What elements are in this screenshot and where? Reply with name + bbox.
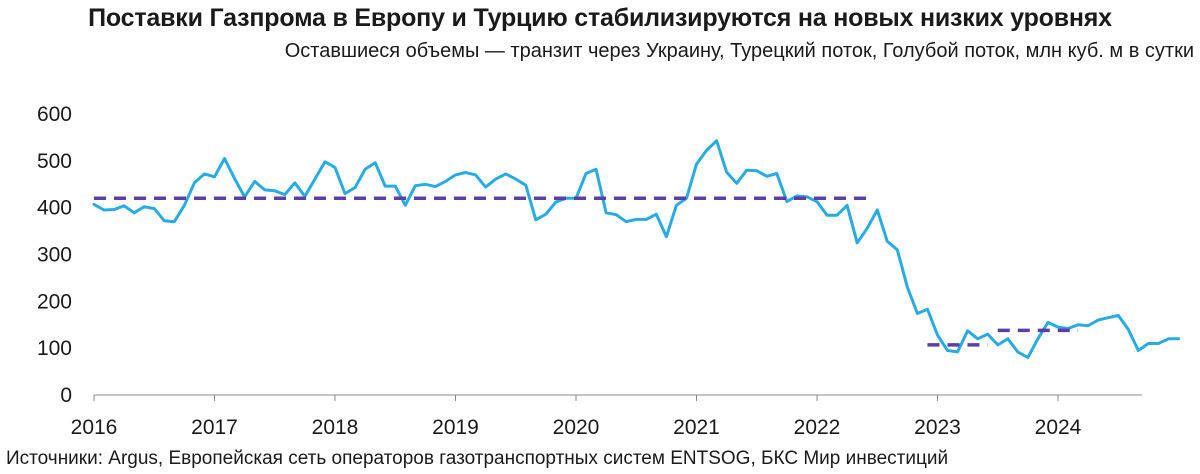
y-tick-label: 200 [37,290,72,313]
x-tick-label: 2016 [71,416,118,439]
x-tick-label: 2017 [191,416,238,439]
x-axis-tick-marks [93,395,1059,401]
y-tick-label: 100 [37,337,72,360]
x-tick-label: 2019 [432,416,479,439]
chart-subtitle: Оставшиеся объемы — транзит через Украин… [284,40,1194,62]
y-tick-label: 0 [60,384,72,407]
x-tick-label: 2024 [1035,416,1082,439]
reference-levels [94,196,1079,347]
chart-title: Поставки Газпрома в Европу и Турцию стаб… [88,4,1112,32]
y-tick-label: 300 [37,244,72,267]
y-tick-label: 400 [37,197,72,220]
y-tick-label: 500 [37,150,72,173]
y-axis-tick-labels: 0 100 200 300 400 500 600 [37,103,72,407]
source-note: Источники: Argus, Европейская сеть опера… [6,448,949,469]
y-tick-label: 600 [37,103,72,126]
series-line [92,139,1180,359]
x-tick-label: 2023 [914,416,961,439]
x-tick-label: 2022 [794,416,841,439]
x-tick-label: 2018 [312,416,359,439]
x-tick-label: 2020 [553,416,600,439]
x-axis-tick-labels: 2016 2017 2018 2019 2020 2021 2022 2023 2024 [71,416,1082,439]
x-tick-label: 2021 [673,416,720,439]
